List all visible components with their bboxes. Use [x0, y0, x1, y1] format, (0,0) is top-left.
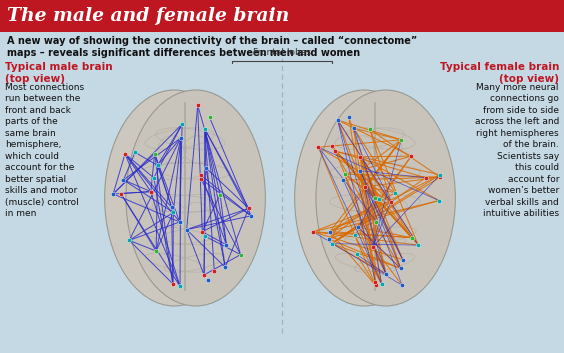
Ellipse shape [294, 90, 434, 306]
Text: Most connections
run between the
front and back
parts of the
same brain
hemisphe: Most connections run between the front a… [5, 83, 84, 218]
Text: Frontal lobes: Frontal lobes [253, 48, 311, 57]
Text: Typical male brain
(top view): Typical male brain (top view) [5, 62, 113, 84]
Ellipse shape [316, 90, 455, 306]
Text: A new way of showing the connectivity of the brain – called “connectome”: A new way of showing the connectivity of… [7, 36, 417, 46]
Text: Many more neural
connections go
from side to side
across the left and
right hemi: Many more neural connections go from sid… [475, 83, 559, 218]
Bar [0, 0, 564, 32]
Ellipse shape [105, 90, 244, 306]
Text: The male and female brain: The male and female brain [7, 7, 289, 25]
Ellipse shape [126, 90, 265, 306]
Text: maps – reveals significant differences between men and women: maps – reveals significant differences b… [7, 48, 360, 58]
Text: Typical female brain
(top view): Typical female brain (top view) [439, 62, 559, 84]
